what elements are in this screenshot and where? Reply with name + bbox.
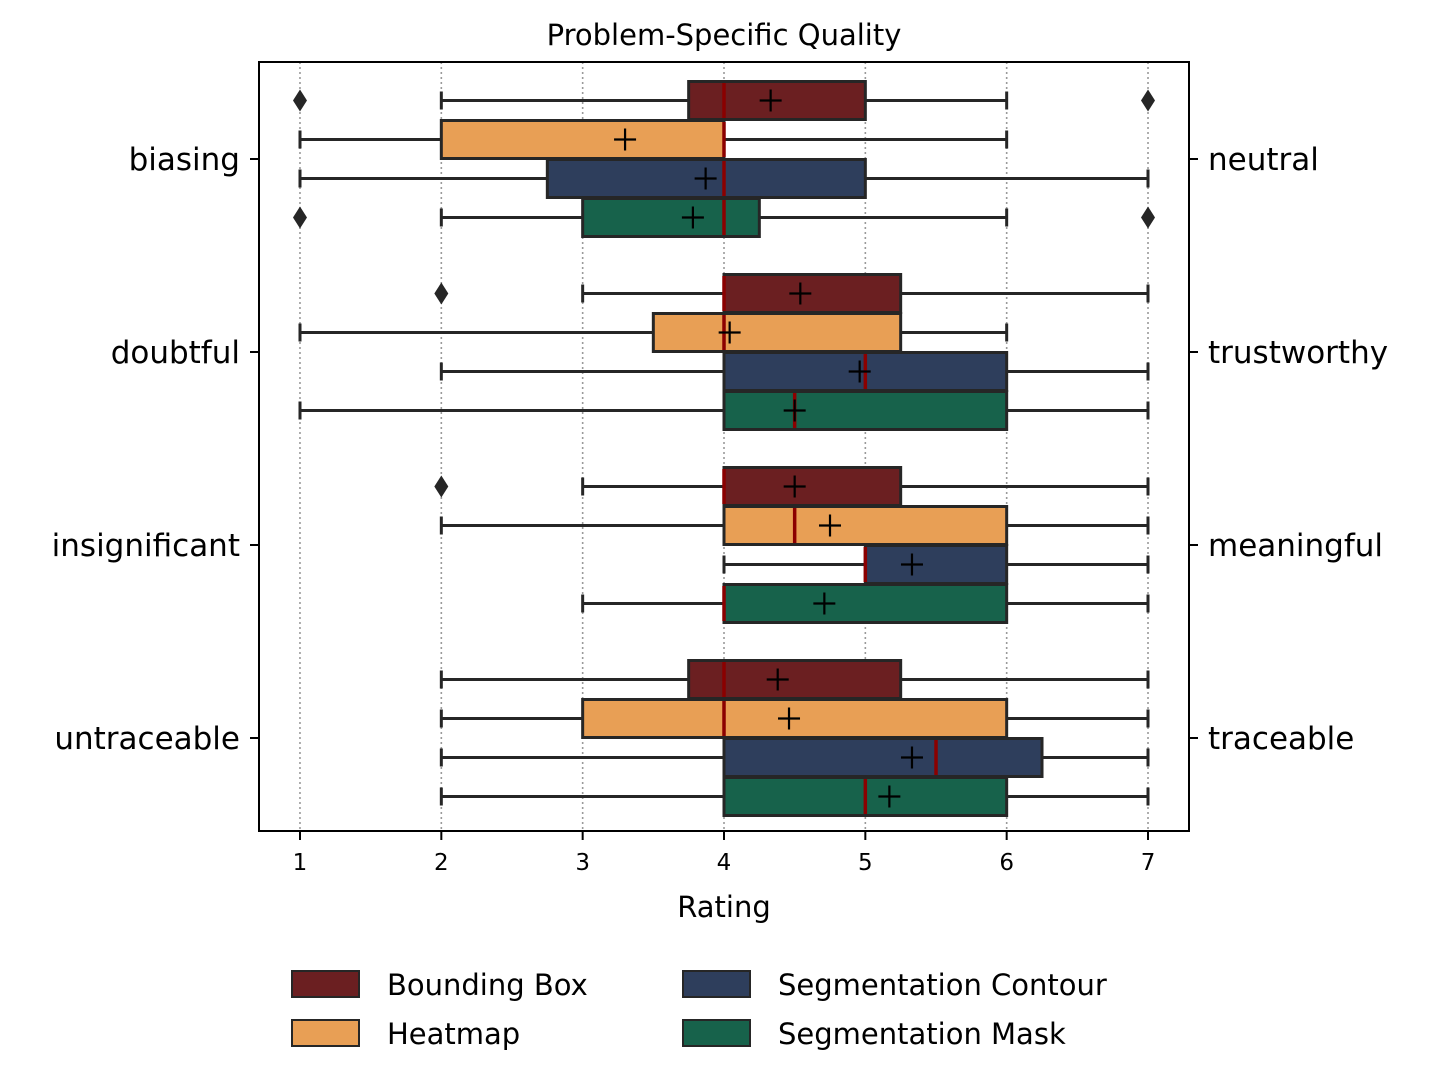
box-heatmap [298,119,1009,160]
box-segmentation-contour [439,737,1150,778]
legend-item: Bounding Box [291,968,588,1002]
box-bounding-box [292,80,1156,121]
box-segmentation-mask [292,197,1156,238]
legend-label: Heatmap [387,1017,520,1051]
chart-title: Problem-Specific Quality [547,18,902,52]
category-label-right: meaningful [1208,528,1383,564]
category-label-left: doubtful [111,335,240,371]
x-axis: 1 2 3 4 5 6 7 [293,831,1156,876]
box-body [581,197,761,238]
box-body [687,659,903,700]
x-tick-label: 3 [575,850,590,876]
box-body [722,466,903,507]
x-tick-label: 4 [717,850,732,876]
y-axis: biasing neutral doubtful trustworthy insigni… [52,142,1388,757]
category-label-right: traceable [1208,721,1354,757]
x-tick-label: 5 [858,850,873,876]
legend-swatch [291,1019,360,1047]
box-heatmap [439,505,1150,546]
legend-label: Segmentation Contour [778,968,1107,1002]
category-label-right: neutral [1208,142,1319,178]
legend-swatch [291,970,360,998]
box-heatmap [298,312,1009,353]
box-segmentation-contour [298,158,1150,199]
outlier [1141,206,1156,229]
box-body [863,544,1009,585]
legend-label: Segmentation Mask [778,1017,1066,1051]
box-bounding-box [434,466,1150,507]
legend-item: Segmentation Mask [682,1017,1066,1051]
outlier [434,475,449,498]
box-segmentation-mask [439,776,1150,817]
x-axis-label: Rating [677,890,771,924]
box-segmentation-mask [298,390,1150,431]
category-label-left: untraceable [54,721,240,757]
box-segmentation-mask [581,583,1150,624]
box-body [722,505,1009,546]
box-body [722,583,1009,624]
outlier [434,282,449,305]
outlier [292,89,307,112]
box-body [651,312,903,353]
legend-item: Heatmap [291,1017,520,1051]
legend-label: Bounding Box [387,968,588,1002]
outlier [292,206,307,229]
box-bounding-box [439,659,1150,700]
box-body [722,737,1044,778]
legend-swatch [682,1019,751,1047]
legend-item: Segmentation Contour [682,968,1107,1002]
outlier [1141,89,1156,112]
box-heatmap [439,698,1150,739]
category-label-left: insignificant [52,528,240,564]
category-label-right: trustworthy [1208,335,1388,371]
legend: Bounding Box Heatmap Segmentation Contour S… [291,968,1107,1051]
x-tick-label: 7 [1141,850,1156,876]
box-body [439,119,726,160]
box-body [722,273,903,314]
category-label-left: biasing [129,142,240,178]
box-segmentation-contour [722,544,1150,585]
x-tick-label: 2 [434,850,449,876]
box-body [722,390,1009,431]
plot-area [292,80,1156,817]
box-segmentation-contour [439,351,1150,392]
box-bounding-box [434,273,1150,314]
x-tick-label: 6 [999,850,1014,876]
x-tick-label: 1 [293,850,308,876]
legend-swatch [682,970,751,998]
